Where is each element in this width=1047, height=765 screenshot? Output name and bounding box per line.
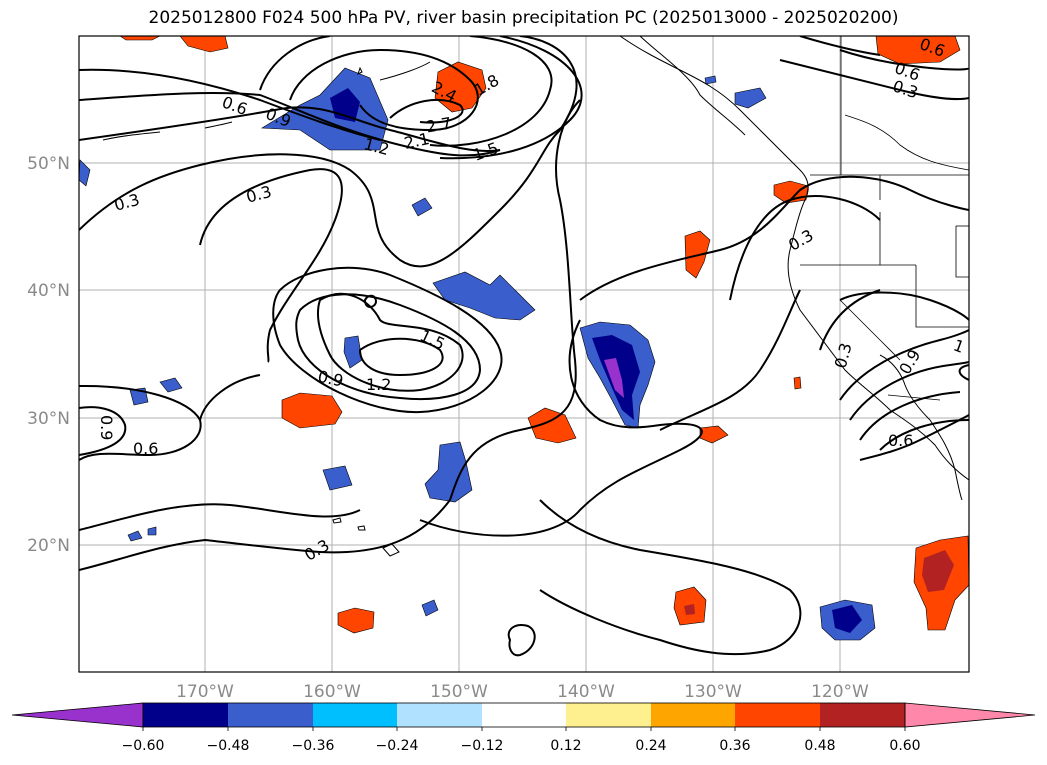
colorbar-tick: 0.12 (550, 738, 581, 754)
colorbar-tick: −0.36 (292, 738, 335, 754)
lat-label: 30°N (27, 409, 70, 429)
lat-label: 20°N (27, 536, 70, 556)
precip-negative-areas (79, 67, 876, 641)
colorbar-bin (651, 703, 735, 727)
pv-contours (79, 36, 969, 657)
colorbar-tick: −0.24 (376, 738, 419, 754)
colorbar-tick: 0.36 (719, 738, 750, 754)
graticule (79, 36, 969, 672)
colorbar-bin (566, 703, 651, 727)
colorbar-tick: −0.48 (207, 738, 250, 754)
map-title: 2025012800 F024 500 hPa PV, river basin … (148, 8, 899, 28)
colorbar-tick: −0.12 (461, 738, 504, 754)
colorbar-frame (142, 702, 906, 728)
colorbar-bin (143, 703, 228, 727)
colorbar-bin (820, 703, 905, 727)
lon-label: 170°W (176, 682, 234, 702)
map-panel (79, 36, 969, 672)
lat-label: 50°N (27, 154, 70, 174)
colorbar-extend-high (904, 702, 1036, 728)
state-borders (800, 36, 969, 401)
colorbar-bin (228, 703, 313, 727)
lon-label: 160°W (303, 682, 361, 702)
colorbar-tick: −0.60 (122, 738, 165, 754)
coastline (102, 36, 969, 557)
contour-label: 0.6 (888, 431, 913, 450)
colorbar-tick: 0.60 (889, 738, 920, 754)
colorbar-bin (313, 703, 397, 727)
colorbar-bin (397, 703, 482, 727)
lon-label: 120°W (811, 682, 869, 702)
colorbar-bin (735, 703, 820, 727)
colorbar: −0.60 −0.48 −0.36 −0.24 −0.12 0.12 0.24 … (11, 702, 1036, 754)
contour-label: 0.9 (97, 415, 116, 440)
contour-label: 0.6 (133, 439, 158, 458)
colorbar-tick: 0.24 (635, 738, 666, 754)
colorbar-extend-low (11, 702, 144, 728)
lon-label: 150°W (430, 682, 488, 702)
colorbar-bin (482, 703, 566, 727)
lon-label: 130°W (684, 682, 742, 702)
lon-label: 140°W (557, 682, 615, 702)
precip-positive-areas (119, 36, 969, 634)
colorbar-tick: 0.48 (804, 738, 835, 754)
contour-label: 2.7 (425, 113, 453, 136)
contour-label: 1.2 (366, 375, 391, 394)
contour-label: 0.9 (316, 367, 345, 391)
map-frame (78, 35, 970, 673)
contour-label: 2.1 (402, 129, 431, 153)
lat-label: 40°N (27, 281, 70, 301)
